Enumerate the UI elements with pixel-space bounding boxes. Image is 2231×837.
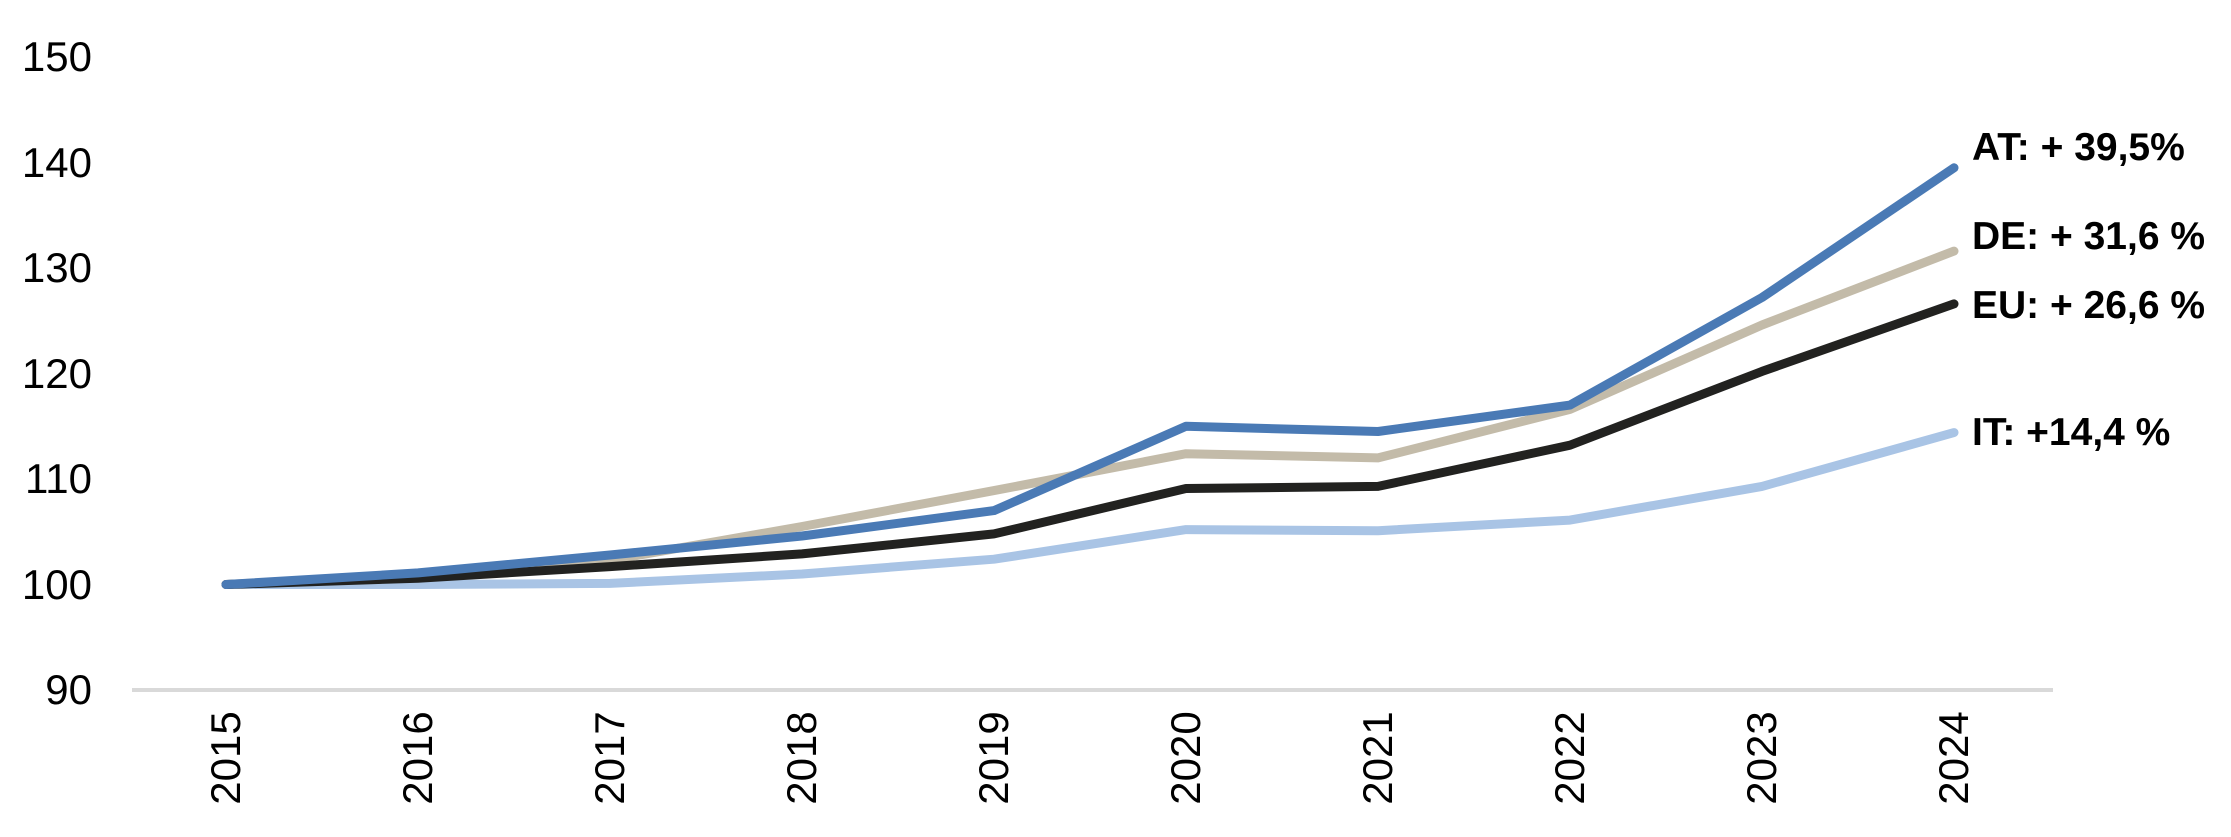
x-tick-2015: 2015 [202, 711, 249, 805]
line-it [221, 428, 1959, 589]
y-tick-130: 130 [21, 244, 92, 291]
x-tick-2020: 2020 [1162, 711, 1209, 805]
y-tick-140: 140 [21, 138, 92, 186]
series-end-label-de: DE: + 31,6 % [1972, 215, 2206, 259]
y-tick-120: 120 [21, 349, 92, 397]
y-tick-90: 90 [45, 666, 92, 713]
x-tick-2018: 2018 [778, 711, 825, 805]
series-lines [221, 163, 1959, 589]
line-de [221, 246, 1959, 589]
line-at [221, 163, 1959, 589]
x-tick-2019: 2019 [970, 711, 1017, 805]
x-tick-2016: 2016 [394, 711, 441, 805]
series-end-label-at: AT: + 39,5% [1972, 125, 2185, 169]
y-tick-100: 100 [21, 560, 92, 608]
line-eu [221, 299, 1959, 589]
y-tick-150: 150 [21, 33, 92, 80]
x-tick-2024: 2024 [1930, 711, 1977, 805]
x-tick-2023: 2023 [1738, 711, 1785, 805]
x-tick-2021: 2021 [1354, 711, 1401, 805]
series-end-label-it: IT: +14,4 % [1972, 410, 2171, 454]
y-tick-110: 110 [25, 455, 92, 502]
x-tick-2017: 2017 [586, 711, 633, 805]
x-tick-2022: 2022 [1546, 711, 1593, 805]
series-end-label-eu: EU: + 26,6 % [1972, 283, 2206, 327]
